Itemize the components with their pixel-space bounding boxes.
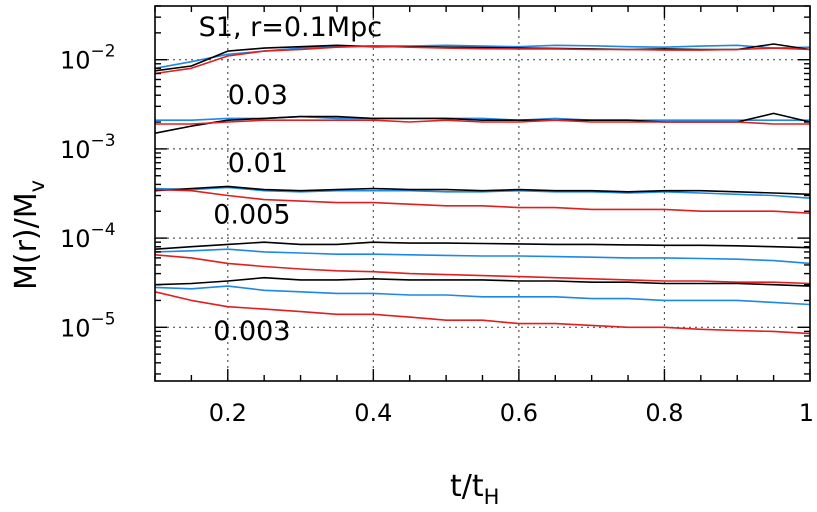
y-tick-label-base: 10 [60, 136, 91, 164]
series-group-3 [154, 241, 811, 285]
y-tick-label-base: 10 [60, 314, 91, 342]
series-line-red [154, 254, 811, 285]
y-tick-label: 10−3 [60, 131, 116, 164]
annotation-label: S1, r=0.1Mpc [199, 12, 382, 43]
annotations: S1, r=0.1Mpc 0.03 0.01 0.005 0.003 [199, 12, 382, 347]
ticks: 0.2 0.4 0.6 0.8 110−510−410−310−2 [60, 5, 814, 427]
x-axis-label-sub: H [484, 485, 500, 509]
annotation-label: 0.005 [213, 200, 290, 231]
series-line-red [155, 119, 810, 125]
annotation-label: 0.01 [228, 148, 288, 179]
y-tick-label-base: 10 [60, 225, 91, 253]
grid [155, 6, 810, 381]
y-tick-label-exp: −5 [91, 309, 116, 329]
annotation-label: 0.003 [213, 316, 290, 347]
series-group-2 [154, 185, 811, 214]
series-line-blue [154, 186, 811, 199]
y-tick-label-exp: −2 [91, 42, 116, 62]
series-line-blue [154, 248, 811, 265]
y-axis-label-sub: v [25, 180, 49, 192]
y-axis-label: M(r)/Mv [9, 180, 49, 290]
x-tick-label: 0.4 [354, 399, 392, 427]
series-line-black [154, 241, 811, 250]
series-line-black [154, 185, 811, 196]
x-tick-label: 0.2 [209, 399, 247, 427]
series-group-1 [154, 112, 811, 134]
series-group-0 [154, 43, 811, 75]
y-tick-label-exp: −4 [91, 220, 116, 240]
y-tick-label-exp: −3 [91, 131, 116, 151]
series-line-blue [154, 285, 811, 306]
series-line-red [154, 291, 811, 335]
y-tick-label: 10−4 [60, 220, 116, 253]
y-tick-label-base: 10 [60, 47, 91, 75]
series-line-black [154, 276, 811, 287]
annotation-label: 0.03 [228, 80, 288, 111]
x-axis-label: t/tH [450, 469, 499, 509]
x-tick-label: 0.8 [645, 399, 683, 427]
x-axis-label-main: t/t [450, 469, 484, 504]
series-group-4 [154, 276, 811, 335]
series-line-red [154, 188, 811, 214]
series-line-red [154, 45, 811, 75]
x-tick-label: 0.6 [500, 399, 538, 427]
y-tick-label: 10−2 [60, 42, 116, 75]
x-tick-label: 1 [799, 399, 814, 427]
y-axis-label-main: M(r)/M [9, 192, 44, 290]
series-layer [154, 43, 811, 335]
y-tick-label: 10−5 [60, 309, 116, 342]
